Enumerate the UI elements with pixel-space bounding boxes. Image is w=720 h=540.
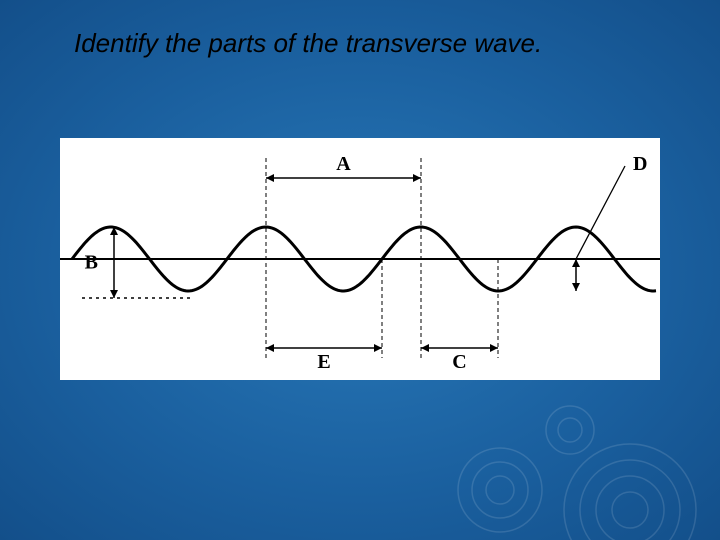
svg-text:B: B xyxy=(85,252,98,274)
wave-diagram-svg: A E C B D xyxy=(60,138,660,380)
background-ripples xyxy=(360,360,720,540)
svg-text:C: C xyxy=(452,351,466,373)
slide-title: Identify the parts of the transverse wav… xyxy=(74,28,542,59)
wave-diagram: A E C B D xyxy=(60,138,660,380)
svg-text:A: A xyxy=(336,153,351,175)
svg-text:E: E xyxy=(317,351,330,373)
svg-text:D: D xyxy=(633,153,647,175)
